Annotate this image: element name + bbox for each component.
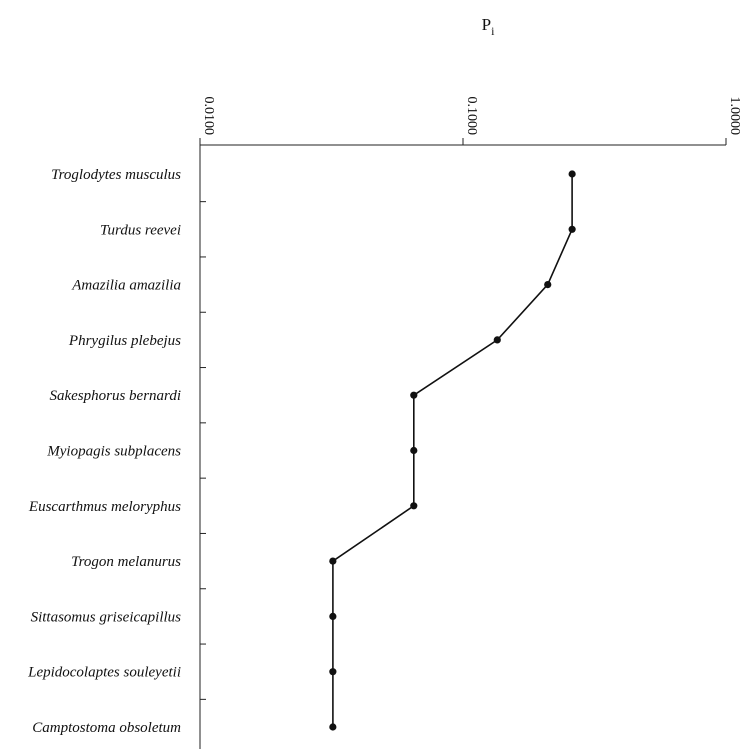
category-label: Troglodytes musculus (51, 167, 181, 183)
data-point (329, 723, 337, 731)
data-point (329, 612, 337, 621)
axes (199, 144, 726, 749)
x-tick-label: 1.0000 (727, 97, 740, 136)
category-label: Amazilia amazilia (71, 278, 181, 294)
x-tick-label: 0.1000 (464, 97, 479, 136)
category-label: Trogon melanurus (71, 554, 181, 570)
category-label: Euscarthmus meloryphus (28, 499, 181, 515)
category-label: Sittasomus griseicapillus (31, 609, 182, 625)
data-point (410, 446, 418, 455)
data-point (329, 668, 337, 676)
data-point (568, 225, 576, 233)
series-polyline (332, 174, 573, 727)
data-points (329, 170, 576, 731)
series-line (332, 174, 573, 727)
category-label: Lepidocolaptes souleyetii (27, 665, 181, 681)
data-point (329, 557, 337, 565)
data-point (493, 336, 501, 344)
category-labels: Troglodytes musculus Turdus reevei Amazili… (27, 167, 206, 736)
data-point (410, 391, 418, 399)
category-label: Turdus reevei (100, 222, 181, 238)
data-point (568, 170, 576, 178)
x-axis-title: Pi (482, 15, 495, 38)
category-label: Sakesphorus bernardi (49, 388, 181, 404)
category-label: Camptostoma obsoletum (32, 720, 181, 736)
data-point (544, 281, 552, 289)
ticks: 0.0100 0.1000 1.0000 (199, 97, 740, 145)
data-point (410, 502, 418, 510)
category-label: Myiopagis subplacens (46, 444, 181, 460)
category-label: Phrygilus plebejus (68, 333, 181, 349)
x-tick-label: 0.0100 (201, 97, 216, 136)
